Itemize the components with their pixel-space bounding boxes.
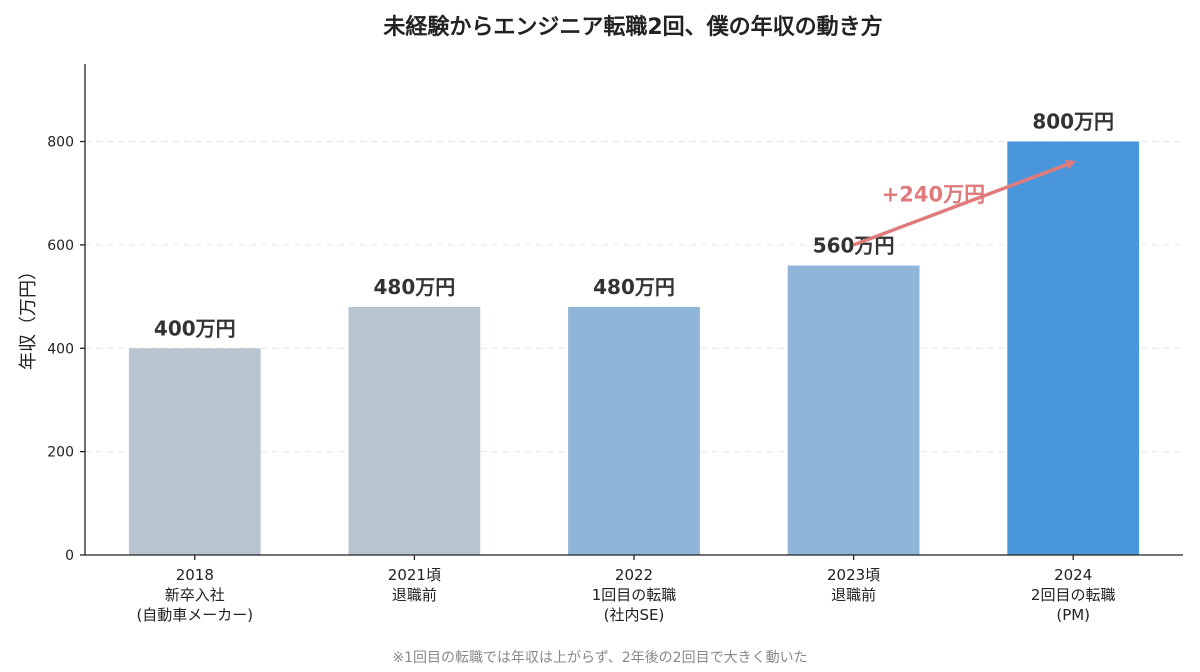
- grid-lines: [85, 141, 1183, 453]
- x-tick-label-4-line-0: 2024: [1054, 566, 1092, 584]
- x-tick-label-1: 2021頃退職前: [388, 566, 441, 604]
- value-label-0: 400万円: [154, 316, 236, 340]
- x-tick-label-4-line-2: (PM): [1056, 606, 1090, 624]
- x-tick-label-3: 2023頃退職前: [827, 566, 880, 604]
- bar-2: [568, 306, 700, 555]
- y-axis-label: 年収（万円）: [18, 262, 39, 370]
- chart-title: 未経験からエンジニア転職2回、僕の年収の動き方: [383, 14, 882, 40]
- y-tick-label-0: 0: [65, 548, 74, 564]
- y-tick-label-200: 200: [47, 445, 74, 461]
- value-label-2: 480万円: [593, 275, 675, 299]
- x-tick-label-0: 2018 新卒入社 (自動車メーカー): [136, 566, 253, 624]
- x-tick-label-2-line-2: (社内SE): [604, 606, 665, 624]
- bars: [128, 141, 1140, 556]
- bar-1: [348, 306, 481, 555]
- bar-3: [787, 265, 920, 555]
- value-labels: 400万円 480万円 480万円 560万円 800万円: [154, 110, 1114, 341]
- annotation: +240万円: [852, 159, 1077, 247]
- x-tick-label-2: 2022 1回目の転職 (社内SE): [592, 566, 677, 624]
- footnote: ※1回目の転職では年収は上がらず、2年後の2回目で大きく動いた: [392, 650, 807, 666]
- y-tick-label-800: 800: [47, 135, 74, 151]
- x-tick-label-2-line-0: 2022: [615, 566, 653, 584]
- annotation-arrow: [852, 159, 1077, 247]
- x-tick-label-0-line-0: 2018: [176, 566, 214, 584]
- value-label-3: 560万円: [813, 234, 895, 258]
- y-tick-label-600: 600: [47, 238, 74, 254]
- x-tick-label-0-line-2: (自動車メーカー): [136, 606, 253, 624]
- x-tick-label-1-line-0: 2021頃: [388, 566, 441, 584]
- x-tick-label-2-line-1: 1回目の転職: [592, 586, 677, 604]
- annotation-text: +240万円: [882, 183, 985, 207]
- bar-0: [128, 348, 261, 555]
- y-tick-label-400: 400: [47, 341, 74, 357]
- value-label-4: 800万円: [1032, 110, 1114, 134]
- bar-4: [1007, 141, 1140, 556]
- x-tick-label-0-line-1: 新卒入社: [165, 586, 225, 604]
- value-label-1: 480万円: [374, 275, 456, 299]
- x-tick-label-4: 2024 2回目の転職 (PM): [1031, 566, 1116, 624]
- x-tick-label-3-line-1: 退職前: [831, 586, 876, 604]
- x-tick-label-1-line-1: 退職前: [392, 586, 437, 604]
- x-tick-label-3-line-0: 2023頃: [827, 566, 880, 584]
- x-tick-label-4-line-1: 2回目の転職: [1031, 586, 1116, 604]
